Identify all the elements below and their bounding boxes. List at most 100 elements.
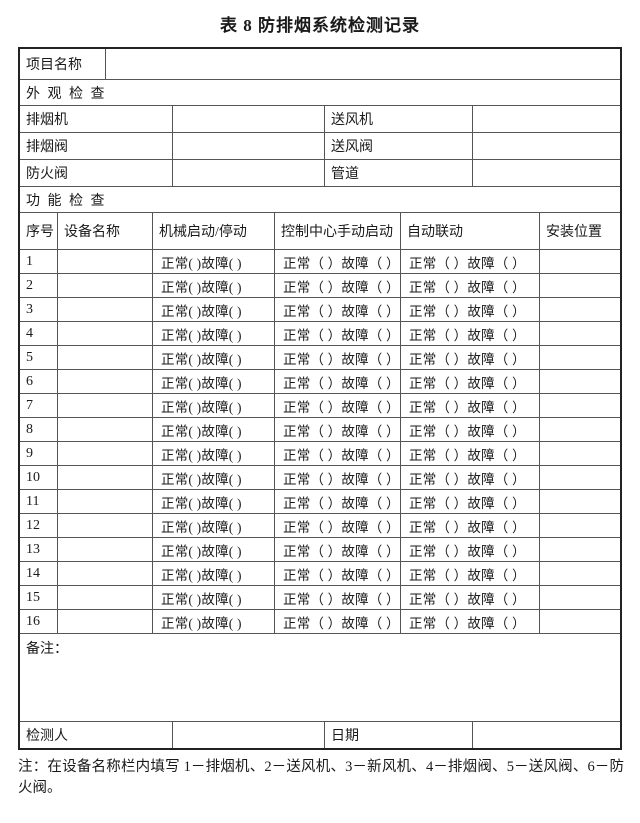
mechanical-status-cell: 正常( )故障( ) xyxy=(152,346,274,369)
install-location-cell xyxy=(539,586,620,609)
form-title: 表 8 防排烟系统检测记录 xyxy=(220,16,420,35)
function-table-header-row: 序号 设备名称 机械启动/停动 控制中心手动启动 自动联动 安装位置 xyxy=(20,212,620,249)
auto-linkage-status-cell: 正常（ ）故障（ ） xyxy=(400,250,539,273)
remarks-row: 备注： xyxy=(20,633,620,721)
install-location-cell xyxy=(539,346,620,369)
table-row: 9 正常( )故障( ) 正常（ ）故障（ ）正常（ ）故障（ ） xyxy=(20,441,620,465)
supply-fan-value xyxy=(472,106,620,132)
control-center-status-cell: 正常（ ）故障（ ） xyxy=(274,394,400,417)
auto-linkage-status-cell: 正常（ ）故障（ ） xyxy=(400,514,539,537)
device-name-cell xyxy=(57,562,152,585)
row-number-cell: 8 xyxy=(26,421,33,437)
mechanical-status-cell: 正常( )故障( ) xyxy=(152,466,274,489)
device-name-cell xyxy=(57,250,152,273)
project-name-value xyxy=(105,49,620,79)
install-location-cell xyxy=(539,298,620,321)
duct-value xyxy=(472,160,620,186)
table-row: 6 正常( )故障( ) 正常（ ）故障（ ）正常（ ）故障（ ） xyxy=(20,369,620,393)
remarks-label: 备注： xyxy=(26,642,68,657)
row-number-cell: 3 xyxy=(26,301,33,317)
auto-linkage-status-cell: 正常（ ）故障（ ） xyxy=(400,346,539,369)
device-name-cell xyxy=(57,538,152,561)
column-header-control-center-manual-start: 控制中心手动启动 xyxy=(274,213,400,249)
auto-linkage-status-cell: 正常（ ）故障（ ） xyxy=(400,298,539,321)
install-location-cell xyxy=(539,466,620,489)
inspector-value xyxy=(172,722,324,748)
mechanical-status-cell: 正常( )故障( ) xyxy=(152,610,274,633)
row-number-cell: 11 xyxy=(26,493,40,509)
column-header-install-location: 安装位置 xyxy=(539,213,620,249)
mechanical-status-cell: 正常( )故障( ) xyxy=(152,370,274,393)
table-row: 3 正常( )故障( ) 正常（ ）故障（ ）正常（ ）故障（ ） xyxy=(20,297,620,321)
auto-linkage-status-cell: 正常（ ）故障（ ） xyxy=(400,490,539,513)
row-number-cell: 4 xyxy=(26,325,33,341)
control-center-status-cell: 正常（ ）故障（ ） xyxy=(274,514,400,537)
device-name-cell xyxy=(57,322,152,345)
row-number-cell: 1 xyxy=(26,253,33,269)
smoke-exhaust-valve-label: 排烟阀 xyxy=(26,140,68,155)
install-location-cell xyxy=(539,490,620,513)
install-location-cell xyxy=(539,442,620,465)
row-number-cell: 13 xyxy=(26,541,40,557)
auto-linkage-status-cell: 正常（ ）故障（ ） xyxy=(400,538,539,561)
fire-damper-label: 防火阀 xyxy=(26,167,68,182)
column-header-mechanical-start-stop: 机械启动/停动 xyxy=(152,213,274,249)
row-number-cell: 15 xyxy=(26,589,40,605)
inspection-record-table: 项目名称 外 观 检 查 排烟机 送风机 排烟阀 送风阀 防火阀 管道 功 能 … xyxy=(18,47,622,750)
table-row: 16 正常( )故障( ) 正常（ ）故障（ ）正常（ ）故障（ ） xyxy=(20,609,620,633)
mechanical-status-cell: 正常( )故障( ) xyxy=(152,562,274,585)
table-row: 15 正常( )故障( ) 正常（ ）故障（ ）正常（ ）故障（ ） xyxy=(20,585,620,609)
inspector-label: 检测人 xyxy=(26,729,68,744)
install-location-cell xyxy=(539,610,620,633)
control-center-status-cell: 正常（ ）故障（ ） xyxy=(274,346,400,369)
supply-fan-label: 送风机 xyxy=(324,106,472,132)
install-location-cell xyxy=(539,418,620,441)
control-center-status-cell: 正常（ ）故障（ ） xyxy=(274,586,400,609)
function-section-row: 功 能 检 查 xyxy=(20,186,620,212)
appearance-section-row: 外 观 检 查 xyxy=(20,79,620,105)
project-name-label: 项目名称 xyxy=(26,58,82,73)
device-name-cell xyxy=(57,442,152,465)
appearance-section-header: 外 观 检 查 xyxy=(26,86,107,102)
control-center-status-cell: 正常（ ）故障（ ） xyxy=(274,562,400,585)
control-center-status-cell: 正常（ ）故障（ ） xyxy=(274,610,400,633)
row-number-cell: 16 xyxy=(26,613,40,629)
mechanical-status-cell: 正常( )故障( ) xyxy=(152,442,274,465)
device-name-cell xyxy=(57,274,152,297)
mechanical-status-cell: 正常( )故障( ) xyxy=(152,538,274,561)
install-location-cell xyxy=(539,514,620,537)
function-section-header: 功 能 检 查 xyxy=(26,193,107,209)
column-header-auto-linkage: 自动联动 xyxy=(400,213,539,249)
duct-label: 管道 xyxy=(324,160,472,186)
control-center-status-cell: 正常（ ）故障（ ） xyxy=(274,538,400,561)
control-center-status-cell: 正常（ ）故障（ ） xyxy=(274,298,400,321)
table-row: 10 正常( )故障( ) 正常（ ）故障（ ）正常（ ）故障（ ） xyxy=(20,465,620,489)
auto-linkage-status-cell: 正常（ ）故障（ ） xyxy=(400,394,539,417)
control-center-status-cell: 正常（ ）故障（ ） xyxy=(274,490,400,513)
control-center-status-cell: 正常（ ）故障（ ） xyxy=(274,370,400,393)
table-row: 11 正常( )故障( ) 正常（ ）故障（ ）正常（ ）故障（ ） xyxy=(20,489,620,513)
row-number-cell: 14 xyxy=(26,565,40,581)
table-row: 2 正常( )故障( ) 正常（ ）故障（ ）正常（ ）故障（ ） xyxy=(20,273,620,297)
table-row: 13 正常( )故障( ) 正常（ ）故障（ ）正常（ ）故障（ ） xyxy=(20,537,620,561)
install-location-cell xyxy=(539,274,620,297)
mechanical-status-cell: 正常( )故障( ) xyxy=(152,250,274,273)
table-row: 7 正常( )故障( ) 正常（ ）故障（ ）正常（ ）故障（ ） xyxy=(20,393,620,417)
smoke-exhaust-valve-value xyxy=(172,133,324,159)
device-name-cell xyxy=(57,490,152,513)
column-header-device: 设备名称 xyxy=(57,213,152,249)
control-center-status-cell: 正常（ ）故障（ ） xyxy=(274,466,400,489)
mechanical-status-cell: 正常( )故障( ) xyxy=(152,274,274,297)
auto-linkage-status-cell: 正常（ ）故障（ ） xyxy=(400,466,539,489)
device-name-cell xyxy=(57,346,152,369)
device-name-cell xyxy=(57,418,152,441)
footnote: 注：在设备名称栏内填写 1－排烟机、2－送风机、3－新风机、4－排烟阀、5－送风… xyxy=(18,759,624,796)
row-number-cell: 10 xyxy=(26,469,40,485)
auto-linkage-status-cell: 正常（ ）故障（ ） xyxy=(400,274,539,297)
control-center-status-cell: 正常（ ）故障（ ） xyxy=(274,418,400,441)
table-row: 4 正常( )故障( ) 正常（ ）故障（ ）正常（ ）故障（ ） xyxy=(20,321,620,345)
smoke-exhaust-fan-value xyxy=(172,106,324,132)
install-location-cell xyxy=(539,562,620,585)
auto-linkage-status-cell: 正常（ ）故障（ ） xyxy=(400,322,539,345)
table-row: 14 正常( )故障( ) 正常（ ）故障（ ）正常（ ）故障（ ） xyxy=(20,561,620,585)
